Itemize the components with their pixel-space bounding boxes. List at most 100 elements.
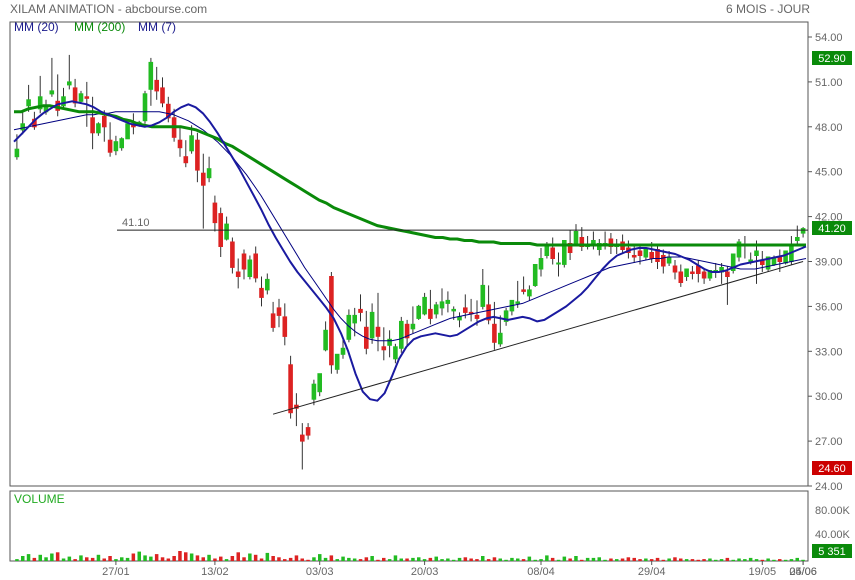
price-layer <box>13 54 807 470</box>
volume-bar <box>696 559 700 561</box>
candle <box>26 99 31 107</box>
y-tick-label: 42.00 <box>815 212 843 224</box>
candle <box>212 202 218 224</box>
candle <box>666 256 672 264</box>
volume-bar <box>516 558 520 561</box>
candle <box>428 308 433 319</box>
candle <box>102 115 107 128</box>
candle <box>521 289 526 292</box>
volume-bar <box>149 556 153 561</box>
candle <box>288 364 293 414</box>
volume-bar <box>609 558 613 561</box>
volume-panel <box>9 490 809 562</box>
volume-bar <box>347 557 351 561</box>
volume-bar <box>329 555 334 561</box>
vol-tick-80k: 80.00K <box>815 505 851 517</box>
candle <box>765 256 771 270</box>
volume-layer <box>15 551 805 561</box>
volume-bar <box>387 559 392 561</box>
candle <box>276 307 282 316</box>
candle <box>235 271 241 277</box>
volume-bar <box>684 559 689 561</box>
volume-bar <box>67 556 72 561</box>
volume-bar <box>120 557 124 561</box>
volume-bar <box>457 557 462 561</box>
candle <box>352 314 357 324</box>
volume-bar <box>26 554 31 561</box>
volume-bar <box>504 559 508 561</box>
y-tick-label: 48.00 <box>815 122 843 134</box>
volume-bar <box>533 559 537 561</box>
volume-bar <box>335 559 339 561</box>
volume-bar <box>131 553 136 561</box>
volume-bar <box>714 559 718 561</box>
candle <box>189 135 194 152</box>
x-tick-label: 20/03 <box>411 566 439 578</box>
volume-bar <box>50 553 54 561</box>
y-tick-label: 36.00 <box>815 301 843 313</box>
volume-bar <box>481 556 485 561</box>
volume-bar <box>417 557 421 561</box>
candle <box>690 271 695 274</box>
candle <box>684 268 689 277</box>
candle <box>573 231 579 244</box>
candle <box>725 271 730 277</box>
volume-bar <box>312 557 316 561</box>
volume-bar <box>702 559 706 561</box>
volume-bar <box>44 557 48 561</box>
volume-bar <box>556 559 561 561</box>
volume-bar <box>766 558 770 561</box>
volume-bar <box>318 554 322 561</box>
price-panel <box>9 21 809 487</box>
candle <box>404 323 410 339</box>
last-price-text: 41.20 <box>818 223 846 235</box>
candle <box>556 262 561 265</box>
candle <box>14 148 20 158</box>
legend-ma20: MM (20) <box>14 20 59 34</box>
volume-bar <box>545 555 549 561</box>
candle <box>148 61 154 90</box>
candle <box>270 313 276 328</box>
volume-bar <box>242 557 246 561</box>
volume-bar <box>440 559 444 561</box>
candle <box>387 338 392 346</box>
candle <box>37 96 43 110</box>
candle <box>474 314 480 319</box>
x-tick-label: 24/06 <box>789 566 817 578</box>
volume-bar <box>102 558 106 561</box>
candle <box>78 93 84 102</box>
candle <box>177 139 183 149</box>
volume-bar <box>725 557 730 561</box>
candle <box>439 301 445 309</box>
y-tick-label: 39.00 <box>815 257 843 269</box>
volume-bar <box>673 557 677 561</box>
resistance-label: 41.10 <box>122 217 150 229</box>
volume-bar <box>510 557 514 561</box>
volume-bar <box>300 558 304 561</box>
legend: MM (20) MM (200) MM (7) <box>14 20 176 34</box>
high-badge: 52.90 <box>812 51 852 65</box>
candle <box>783 250 788 264</box>
candle <box>142 93 148 122</box>
volume-bar <box>32 557 37 561</box>
volume-bar <box>125 557 130 561</box>
vol-tick-40k: 40.00K <box>815 529 851 541</box>
y-tick-label: 27.00 <box>815 436 843 448</box>
volume-bar <box>743 559 747 561</box>
candle <box>480 284 486 307</box>
chart-title: XILAM ANIMATION - abcbourse.com <box>10 2 207 16</box>
candle <box>369 311 375 339</box>
volume-bar <box>90 557 95 561</box>
candle <box>399 320 404 349</box>
volume-bar <box>719 559 724 561</box>
candle <box>631 255 637 258</box>
volume-bar <box>655 557 660 561</box>
volume-bar <box>568 558 572 561</box>
volume-bar <box>55 552 60 561</box>
volume-bar <box>189 553 194 561</box>
candle <box>637 250 643 256</box>
candle <box>96 123 101 134</box>
y-tick-label: 45.00 <box>815 167 843 179</box>
volume-bar <box>783 559 788 561</box>
volume-bar <box>323 557 328 561</box>
